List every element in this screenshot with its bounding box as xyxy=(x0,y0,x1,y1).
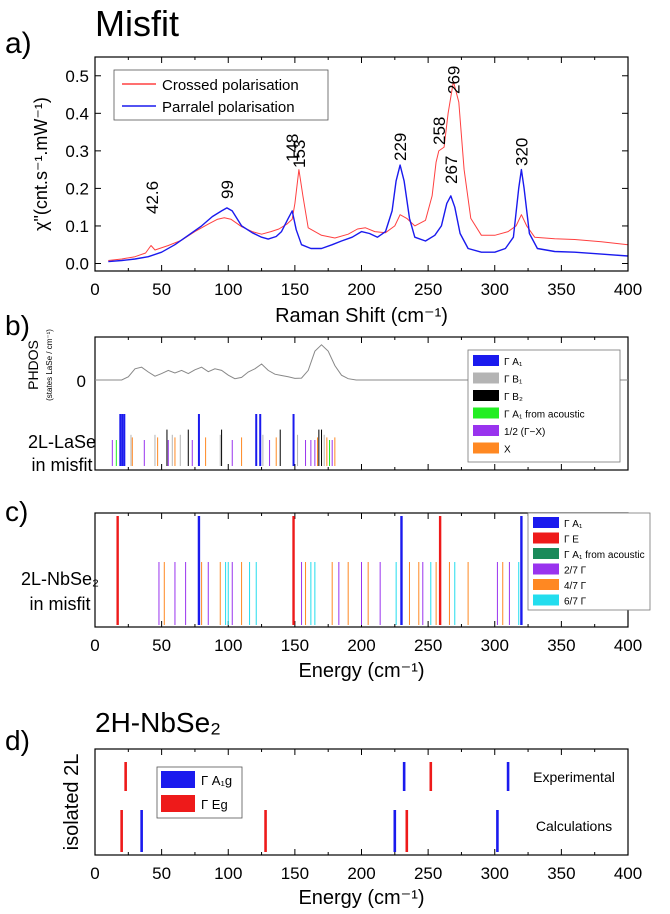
panel-b-legend-label: Γ A₁ xyxy=(504,357,523,368)
panel-b-legend-swatch xyxy=(473,355,499,366)
panel-a-x-tick-label: 200 xyxy=(347,280,375,299)
panel-a-y-tick-label: 0.0 xyxy=(65,254,89,273)
panel-d-legend-label: Γ A₁g xyxy=(201,773,232,788)
panel-c-legend-swatch xyxy=(533,532,559,544)
panel-c-legend-swatch xyxy=(533,579,559,590)
panel-c-x-tick-label: 400 xyxy=(614,636,642,655)
panel-a-y-tick-label: 0.5 xyxy=(65,67,89,86)
panel-d-x-tick-label: 200 xyxy=(347,864,375,883)
panel-a-series-2 xyxy=(108,164,629,263)
panel-c-x-tick-label: 350 xyxy=(547,636,575,655)
panel-a-legend-label: Parralel polarisation xyxy=(162,99,295,116)
panel-d-x-tick-label: 100 xyxy=(214,864,242,883)
panel-a-x-tick-label: 350 xyxy=(547,280,575,299)
panel-c-legend-label: Γ A₁ from acoustic xyxy=(564,550,645,561)
panel-b-legend-swatch xyxy=(473,442,499,454)
panel-a-x-tick-label: 50 xyxy=(152,280,171,299)
panel-c-legend-swatch xyxy=(533,563,559,575)
panel-d-row-label-experimental: Experimental xyxy=(533,769,615,785)
panel-a-x-tick-label: 300 xyxy=(481,280,509,299)
panel-c-legend-label: 6/7 Γ xyxy=(564,597,587,608)
panel-a-y-tick-label: 0.1 xyxy=(65,217,89,236)
panel-a-peak-label: 229 xyxy=(391,133,410,161)
panel-a-x-tick-label: 0 xyxy=(90,280,99,299)
panel-c-x-tick-label: 250 xyxy=(414,636,442,655)
panel-a-peak-label: 99 xyxy=(218,180,237,199)
panel-d-title: 2H-NbSe₂ xyxy=(95,707,221,738)
panel-c-legend-label: 4/7 Γ xyxy=(564,581,587,592)
panel-d-y-label: isolated 2L xyxy=(61,754,83,851)
panel-d-x-label: Energy (cm⁻¹) xyxy=(298,887,424,909)
panel-d-legend-swatch xyxy=(161,771,195,788)
panel-d-x-tick-label: 350 xyxy=(547,864,575,883)
panel-b-legend-swatch xyxy=(473,372,499,384)
panel-c-label: c) xyxy=(5,496,28,527)
panel-a-peak-label: 267 xyxy=(442,156,461,184)
panel-a-legend-box xyxy=(113,69,329,121)
panel-c-legend-box xyxy=(527,512,651,611)
panel-b-legend-label: Γ A₁ from acoustic xyxy=(504,410,585,421)
panel-d-x-tick-label: 150 xyxy=(281,864,309,883)
panel-c-legend-label: Γ A₁ xyxy=(564,519,583,530)
panel-d-label: d) xyxy=(5,725,30,756)
panel-c-legend-label: Γ E xyxy=(564,535,579,546)
panel-a-y-label: χ"(cnt.s⁻¹.mW⁻¹) xyxy=(31,97,51,231)
panel-c-legend-swatch xyxy=(533,594,559,606)
panel-c-x-tick-label: 50 xyxy=(152,636,171,655)
panel-b-label: b) xyxy=(5,310,30,341)
panel-a-peak-label: 258 xyxy=(430,117,449,145)
panel-b-dos-curve xyxy=(95,344,628,381)
panel-a-x-tick-label: 250 xyxy=(414,280,442,299)
panel-b-legend-label: Γ B₂ xyxy=(504,392,523,403)
panel-b-y-label-sub: (states LaSe / cm⁻¹) xyxy=(45,329,54,401)
panel-d-legend-swatch xyxy=(161,795,195,812)
panel-b-legend-label: 1/2 (Γ−X) xyxy=(504,427,545,438)
panel-a-x-tick-label: 100 xyxy=(214,280,242,299)
panel-b-y-label: PHDOS xyxy=(25,340,41,390)
panel-a-y-tick-label: 0.4 xyxy=(65,104,89,123)
panel-b-legend-swatch xyxy=(473,425,499,436)
panel-b-row-label-1: 2L-LaSe xyxy=(28,432,96,452)
panel-d-x-tick-label: 250 xyxy=(414,864,442,883)
panel-b-legend-swatch xyxy=(473,390,499,401)
panel-a-x-tick-label: 150 xyxy=(281,280,309,299)
panel-a-peak-label: 320 xyxy=(512,138,531,166)
panel-a-label: a) xyxy=(5,27,32,60)
panel-d-x-tick-label: 400 xyxy=(614,864,642,883)
panel-a-series-1 xyxy=(108,80,629,261)
panel-a-peak-label: 269 xyxy=(444,66,463,94)
panel-d-legend-label: Γ Eg xyxy=(201,797,228,812)
panel-a-y-tick-label: 0.2 xyxy=(65,179,89,198)
panel-a-peak-label: 153 xyxy=(290,140,309,168)
panel-a-peak-label: 148 xyxy=(283,134,302,162)
panel-a-title: Misfit xyxy=(95,3,179,44)
panel-c-legend-swatch xyxy=(533,548,559,559)
panel-c-x-tick-label: 100 xyxy=(214,636,242,655)
panel-b-legend-swatch xyxy=(473,407,499,419)
panel-b-legend-label: X xyxy=(504,445,511,456)
panel-d-x-tick-label: 50 xyxy=(152,864,171,883)
panel-c-legend-label: 2/7 Γ xyxy=(564,566,587,577)
panel-c-x-tick-label: 300 xyxy=(481,636,509,655)
panel-d-x-tick-label: 300 xyxy=(481,864,509,883)
panel-b-legend-label: Γ B₁ xyxy=(504,375,523,386)
panel-a-peak-label: 42.6 xyxy=(143,181,162,214)
panel-d-row-label-calculations: Calculations xyxy=(536,818,612,834)
panel-d-x-tick-label: 0 xyxy=(90,864,99,883)
panel-b-row-label-2: in misfit xyxy=(31,455,92,475)
panel-b-y-tick-label: 0 xyxy=(77,372,86,391)
panel-a-x-tick-label: 400 xyxy=(614,280,642,299)
panel-a-legend-label: Crossed polarisation xyxy=(162,77,299,94)
panel-c-x-label: Energy (cm⁻¹) xyxy=(298,660,424,682)
panel-c-x-tick-label: 0 xyxy=(90,636,99,655)
panel-c-row-label-1: 2L-NbSe₂ xyxy=(21,569,99,589)
panel-c-legend-swatch xyxy=(533,517,559,528)
panel-a-y-tick-label: 0.3 xyxy=(65,142,89,161)
panel-c-row-label-2: in misfit xyxy=(29,594,90,614)
panel-c-x-tick-label: 200 xyxy=(347,636,375,655)
panel-a-x-label: Raman Shift (cm⁻¹) xyxy=(275,305,448,327)
panel-c-x-tick-label: 150 xyxy=(281,636,309,655)
